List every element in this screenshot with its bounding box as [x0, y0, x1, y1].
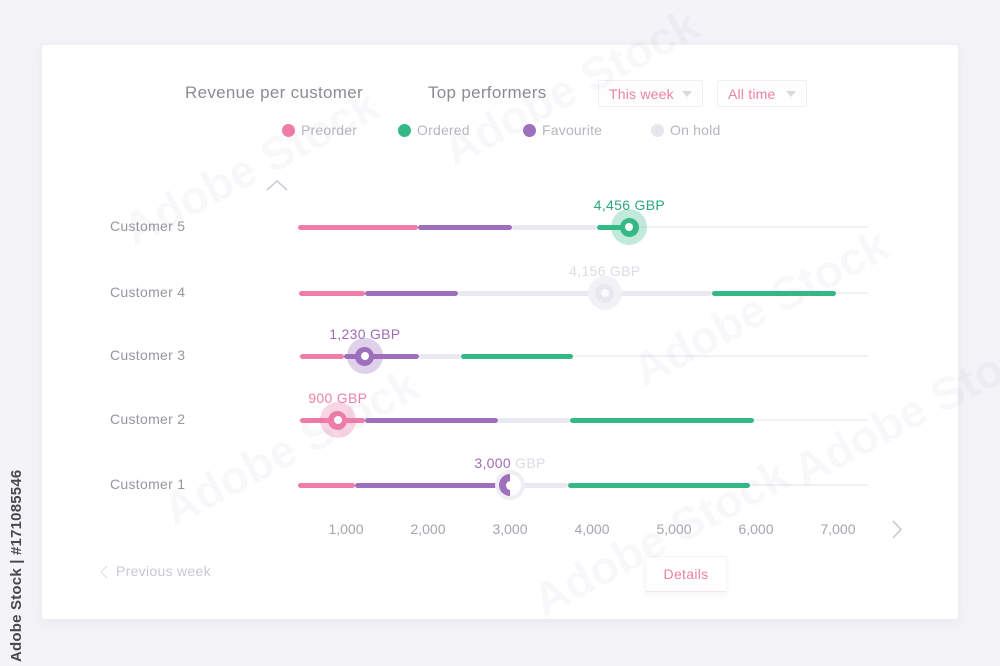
chevron-down-icon — [682, 90, 692, 97]
segment-preorder — [299, 291, 365, 296]
axis-tick-label: 2,000 — [410, 521, 446, 537]
favourite-dot-icon — [523, 123, 536, 137]
legend-item-preorder[interactable]: Preorder — [282, 122, 357, 138]
value-label-unit: GBP — [510, 455, 546, 471]
axis-tick-label: 4,000 — [574, 521, 610, 537]
segment-preorder — [298, 225, 419, 230]
onhold-dot-icon — [651, 123, 664, 137]
segment-ordered — [460, 354, 574, 359]
customer-label: Customer 2 — [110, 411, 186, 427]
segment-onhold — [458, 291, 712, 296]
chevron-up-icon[interactable] — [266, 179, 288, 192]
segment-favourite — [364, 418, 498, 423]
chart-title: Revenue per customer — [185, 83, 363, 102]
customer-label: Customer 5 — [110, 218, 186, 234]
segment-onhold — [418, 354, 461, 359]
this-week-dropdown-label: This week — [609, 85, 674, 102]
segment-ordered — [569, 418, 755, 423]
segment-onhold — [510, 483, 569, 488]
this-week-dropdown[interactable]: This week — [598, 80, 703, 107]
chevron-down-icon — [786, 90, 796, 97]
legend-label: Favourite — [542, 122, 603, 138]
ordered-dot-icon — [398, 123, 411, 137]
marker-handle-ordered[interactable] — [611, 209, 648, 245]
value-label-amount: 3,000 — [474, 455, 511, 471]
marker-center-dot — [333, 416, 342, 424]
legend-label: On hold — [670, 122, 721, 138]
marker-handle-favourite[interactable] — [346, 338, 383, 374]
segment-favourite — [355, 483, 510, 488]
all-time-dropdown-label: All time — [728, 85, 776, 102]
marker-center-dot — [505, 480, 515, 490]
value-label: 4,456 GBP — [593, 197, 665, 213]
segment-favourite — [364, 291, 459, 296]
adobe-stock-watermark: Adobe Stock | #171085546 — [8, 469, 25, 662]
value-label: 900 GBP — [308, 390, 368, 406]
previous-week-link[interactable]: Previous week — [116, 563, 211, 579]
marker-handle-split[interactable] — [495, 470, 525, 500]
value-label: 3,000 GBP — [440, 455, 580, 471]
customer-label: Customer 3 — [110, 347, 186, 363]
marker-center-dot — [360, 352, 369, 360]
row-track — [298, 355, 868, 357]
chevron-right-icon[interactable] — [891, 520, 903, 539]
marker-ring — [328, 410, 348, 430]
customer-label: Customer 1 — [110, 476, 186, 492]
segment-preorder — [298, 483, 356, 488]
axis-tick-label: 5,000 — [656, 521, 692, 537]
value-label: 1,230 GBP — [329, 326, 401, 342]
all-time-dropdown[interactable]: All time — [717, 80, 807, 107]
segment-favourite — [418, 225, 512, 230]
marker-ring — [619, 217, 639, 237]
legend-item-favourite[interactable]: Favourite — [523, 122, 602, 138]
value-label: 4,156 GBP — [569, 263, 641, 279]
marker-handle-onhold[interactable] — [587, 276, 622, 310]
axis-tick-label: 1,000 — [328, 521, 364, 537]
segment-onhold — [511, 225, 597, 230]
segment-favourite — [344, 354, 419, 359]
marker-handle-preorder[interactable] — [319, 402, 356, 438]
chart-panel-card — [42, 45, 958, 619]
chevron-left-icon[interactable] — [100, 565, 109, 579]
axis-tick-label: 7,000 — [820, 521, 856, 537]
axis-tick-label: 3,000 — [492, 521, 528, 537]
segment-ordered — [568, 483, 751, 488]
axis-tick-label: 6,000 — [738, 521, 774, 537]
legend-item-ordered[interactable]: Ordered — [398, 122, 470, 138]
legend-label: Preorder — [301, 122, 358, 138]
section-title-top-performers: Top performers — [428, 83, 547, 102]
customer-label: Customer 4 — [110, 284, 186, 300]
legend-item-onhold[interactable]: On hold — [651, 122, 720, 138]
segment-onhold — [497, 418, 570, 423]
marker-ring — [355, 346, 375, 366]
legend-label: Ordered — [417, 122, 470, 138]
marker-center-dot — [625, 223, 634, 231]
details-button[interactable]: Details — [645, 556, 727, 592]
segment-ordered — [711, 291, 837, 296]
segment-ordered — [596, 225, 630, 230]
preorder-dot-icon — [282, 123, 295, 137]
marker-ring — [499, 474, 521, 496]
segment-preorder — [300, 354, 345, 359]
marker-ring — [595, 283, 615, 303]
marker-center-dot — [600, 289, 609, 297]
